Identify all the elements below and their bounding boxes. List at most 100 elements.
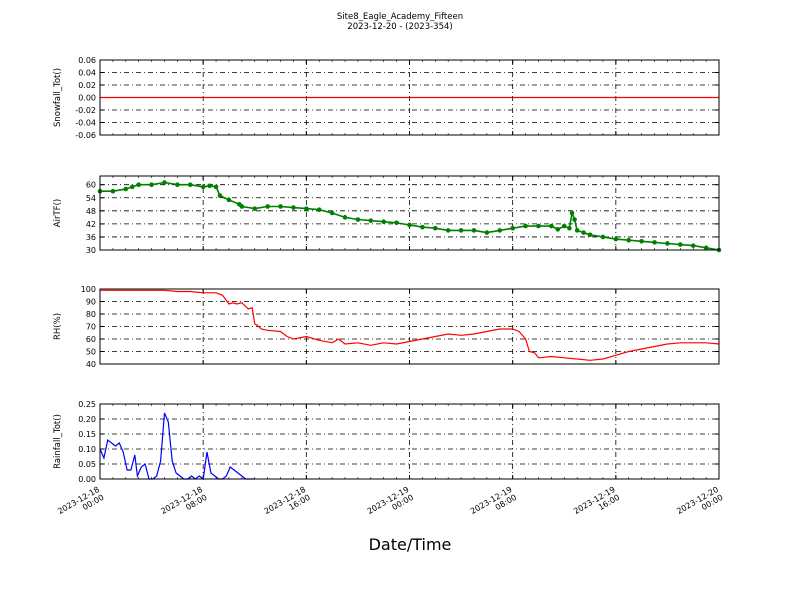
data-point	[626, 237, 632, 243]
y-tick-label: 0.15	[78, 430, 96, 439]
y-tick-label: 40	[86, 360, 96, 369]
series-line	[100, 289, 720, 361]
data-point	[355, 217, 361, 222]
data-point	[200, 184, 206, 190]
x-tick-label: 2023-12-1916:00	[572, 485, 621, 524]
subplot-1: 0.06 0.04 0.02 0.00 -0.02 -0.04 -0.06 Snowfall_…	[53, 56, 720, 140]
data-point	[239, 204, 245, 209]
data-point	[265, 204, 270, 209]
x-axis-title: Date/Time	[369, 535, 452, 554]
x-axis-labels: 2023-12-1800:00 2023-12-1808:00 2023-12-18…	[56, 485, 724, 524]
data-point	[329, 210, 335, 216]
data-point	[252, 206, 258, 211]
data-point	[217, 193, 223, 198]
data-point	[175, 182, 180, 188]
x-tick-label: 2023-12-1816:00	[263, 485, 312, 524]
y-tick-label: 0.05	[78, 460, 96, 469]
data-point	[665, 241, 670, 246]
data-point	[569, 210, 575, 216]
data-point	[572, 217, 577, 222]
data-point	[110, 188, 116, 194]
y-tick-label: 0.25	[78, 400, 96, 409]
x-tick-label: 2023-12-1908:00	[469, 485, 518, 524]
data-point	[136, 182, 141, 188]
y-tick-label: 48	[86, 207, 96, 216]
grid-lines	[100, 289, 719, 364]
y-axis-label: Snowfall_Tot()	[53, 68, 63, 127]
data-point	[484, 230, 490, 235]
data-point	[342, 215, 348, 220]
axes-frame	[99, 288, 720, 365]
data-point	[316, 207, 322, 213]
data-point	[162, 180, 167, 185]
y-tick-label: 90	[86, 298, 96, 307]
chart-title-line1: Site8_Eagle_Academy_Fifteen	[337, 12, 463, 22]
data-point	[226, 197, 232, 203]
data-point	[187, 182, 193, 188]
data-point	[394, 220, 399, 226]
data-point	[420, 224, 425, 230]
data-point	[129, 184, 135, 190]
data-point	[278, 204, 283, 209]
y-tick-label: 60	[86, 181, 96, 190]
data-point	[149, 182, 154, 188]
data-point	[381, 219, 387, 225]
data-point	[407, 222, 412, 228]
y-tick-label: 100	[81, 285, 96, 294]
y-tick-label: -0.06	[75, 131, 96, 140]
y-tick-label: -0.02	[75, 106, 96, 115]
series-line	[100, 181, 720, 251]
y-tick-label: 54	[86, 194, 96, 203]
data-point	[458, 228, 464, 233]
y-axis-label: Rainfall_Tot()	[53, 414, 63, 469]
y-tick-label: 70	[86, 323, 96, 332]
data-point	[587, 232, 593, 238]
x-tick-label: 2023-12-1900:00	[366, 485, 415, 524]
y-tick-label: 36	[86, 233, 96, 242]
data-point	[555, 227, 561, 232]
y-tick-label: 0.00	[78, 94, 96, 103]
data-point	[523, 223, 528, 229]
y-tick-label: 0.06	[78, 56, 96, 65]
x-tick-label: 2023-12-1808:00	[159, 485, 208, 524]
axes-frame	[99, 175, 720, 251]
chart-title-line2: 2023-12-20 - (2023-354)	[347, 22, 452, 32]
data-point	[497, 228, 503, 233]
data-point	[445, 228, 451, 233]
y-tick-label: 0.00	[78, 475, 96, 484]
data-point	[561, 223, 567, 229]
y-tick-label: 50	[86, 348, 96, 357]
data-point	[639, 238, 644, 244]
subplot-3: 100 90 80 70 60 50 40 RH(%)	[53, 285, 720, 369]
x-tick-label: 2023-12-1800:00	[56, 485, 105, 524]
subplot-4: 0.25 0.20 0.15 0.10 0.05 0.00 Rainfall_Tot()	[53, 400, 720, 484]
data-point	[368, 218, 374, 223]
data-point	[690, 243, 696, 248]
data-point	[581, 230, 586, 235]
y-tick-label: 60	[86, 335, 96, 344]
grid-lines	[100, 404, 719, 479]
x-tick-label: 2023-12-2000:00	[675, 485, 724, 524]
data-point	[510, 225, 515, 231]
data-point	[678, 242, 683, 247]
data-point	[574, 228, 580, 233]
data-point	[652, 240, 657, 245]
axes-frame	[99, 59, 720, 136]
data-point	[207, 183, 212, 189]
data-point	[613, 236, 619, 242]
y-axis-label: RH(%)	[53, 313, 63, 340]
data-point	[123, 186, 129, 192]
y-tick-label: -0.04	[75, 119, 96, 128]
data-point	[600, 234, 606, 240]
data-point	[432, 225, 438, 231]
y-tick-label: 0.04	[78, 69, 96, 78]
axes-frame	[99, 403, 720, 480]
y-tick-label: 0.10	[78, 445, 96, 454]
data-point	[567, 225, 572, 231]
subplot-2: 60 54 48 42 36 30 AirTF()	[53, 175, 722, 255]
y-tick-label: 42	[86, 220, 96, 229]
series-line	[99, 412, 255, 481]
y-tick-label: 30	[86, 246, 96, 255]
data-point	[703, 245, 709, 251]
